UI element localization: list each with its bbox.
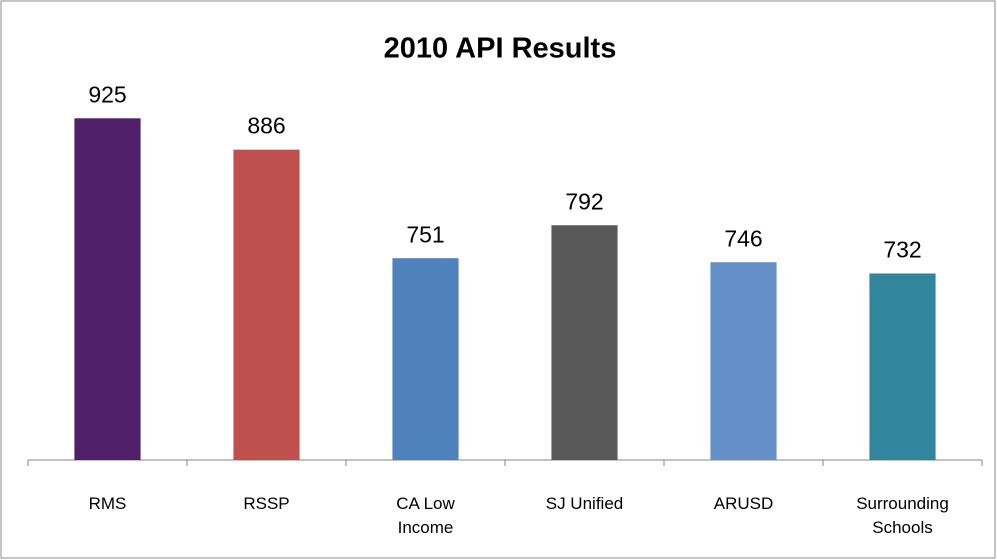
data-label: 792 [565,188,603,214]
x-tick-label: RSSP [243,494,290,513]
data-label: 925 [88,81,126,107]
bar [74,118,141,461]
bar [551,225,618,460]
chart-title: 2010 API Results [384,33,617,65]
bar [392,258,459,460]
data-label: 732 [883,237,921,263]
x-tick-label: CA Low Income [396,494,455,537]
bar [710,262,777,460]
x-tick-label: RMS [88,494,127,513]
bar [233,149,300,460]
data-label: 746 [724,225,762,251]
x-tick-label: SJ Unified [545,494,624,513]
bar [869,273,936,460]
x-tick-label: Surrounding Schools [856,494,949,537]
data-label: 751 [406,221,444,247]
x-tick-label: ARUSD [713,494,774,513]
data-label: 886 [247,113,285,139]
